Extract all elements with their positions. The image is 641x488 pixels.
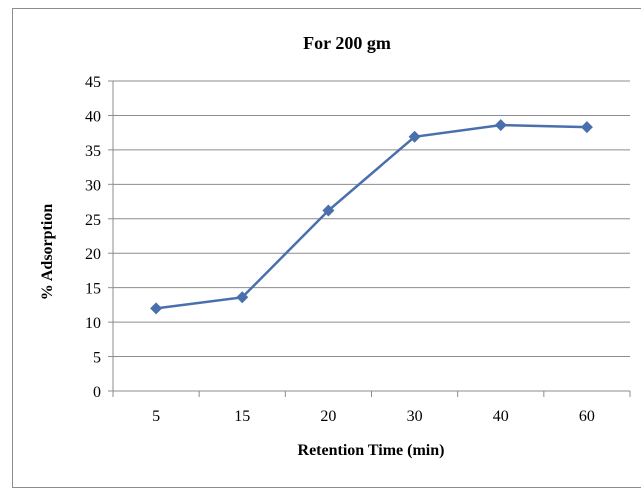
gridlines — [113, 80, 630, 358]
line-chart: For 200 gm 0 5 10 15 20 25 30 35 40 45 5 15 20 30 40 6… — [39, 33, 631, 459]
y-tick-label: 5 — [93, 350, 101, 367]
data-point-marker — [580, 121, 593, 134]
y-tick-label: 30 — [85, 177, 101, 194]
x-tick-labels: 5 15 20 30 40 60 — [152, 408, 595, 425]
y-tick-label: 0 — [93, 384, 101, 401]
x-axis-label: Retention Time (min) — [298, 442, 445, 459]
y-tick-labels: 0 5 10 15 20 25 30 35 40 45 — [85, 74, 101, 401]
axes — [108, 80, 631, 397]
x-tick-label: 15 — [234, 408, 250, 425]
x-tick-label: 20 — [320, 408, 336, 425]
y-tick-label: 15 — [85, 281, 101, 298]
y-tick-label: 10 — [85, 315, 101, 332]
y-axis-label: % Adsorption — [39, 204, 56, 301]
data-point-marker — [494, 119, 507, 132]
x-tick-label: 5 — [152, 408, 160, 425]
data-point-marker — [236, 291, 249, 304]
series-layer — [150, 119, 593, 315]
x-tick-label: 30 — [407, 408, 423, 425]
y-tick-label: 40 — [85, 108, 101, 125]
chart-frame — [12, 8, 641, 488]
chart-title: For 200 gm — [303, 33, 391, 53]
y-tick-label: 45 — [85, 74, 101, 91]
data-point-marker — [322, 204, 335, 217]
x-tick-label: 60 — [579, 408, 595, 425]
x-tick-label: 40 — [493, 408, 509, 425]
y-tick-label: 35 — [85, 143, 101, 160]
y-tick-label: 25 — [85, 212, 101, 229]
data-point-marker — [150, 302, 163, 315]
series-line — [155, 123, 587, 310]
y-tick-label: 20 — [85, 246, 101, 263]
data-point-marker — [408, 130, 421, 143]
